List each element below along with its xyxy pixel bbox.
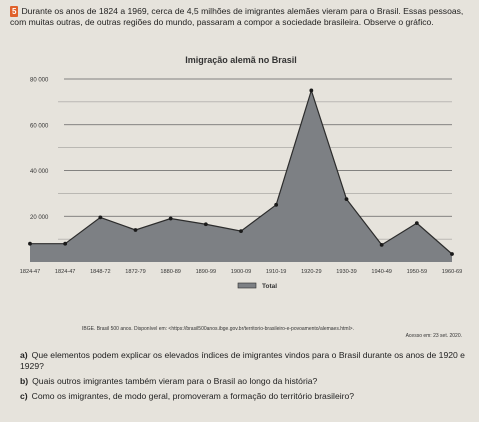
source-text: IBGE. Brasil 500 anos. Disponível em: <h… (82, 326, 354, 332)
x-tick-label: 1960-69 (442, 269, 462, 275)
x-tick-label: 1930-39 (336, 269, 357, 275)
exercise-intro-text: Durante os anos de 1824 a 1969, cerca de… (10, 6, 464, 27)
chart-title: Imigração alemã no Brasil (185, 55, 297, 65)
data-point (168, 216, 173, 221)
question-letter: b) (20, 376, 29, 386)
x-tick-label: 1880-89 (160, 269, 181, 275)
data-point (379, 242, 384, 247)
data-point (63, 241, 68, 246)
chart-container: Imigração alemã no Brasil 80 000 60 000 40 … (20, 50, 463, 298)
exercise-number-badge: 5 (10, 6, 19, 17)
x-tick-label: 1824-47 (20, 269, 40, 275)
immigration-chart: Imigração alemã no Brasil 80 000 60 000 40 … (20, 55, 463, 290)
x-tick-label: 1950-59 (407, 269, 428, 275)
y-tick-label: 80 000 (30, 78, 49, 84)
data-point (274, 202, 279, 207)
data-point (28, 241, 32, 246)
question-b: b) Quais outros imigrantes também vieram … (20, 376, 470, 387)
question-text: Quais outros imigrantes também vieram pa… (32, 376, 318, 386)
legend-label: Total (262, 283, 277, 290)
x-tick-label: 1900-09 (231, 269, 252, 275)
questions-list: a) Que elementos podem explicar os elevad… (20, 350, 470, 406)
data-point (133, 228, 138, 232)
question-c: c) Como os imigrantes, de modo geral, pro… (20, 391, 470, 402)
data-point (414, 221, 419, 226)
data-point (344, 197, 349, 201)
question-a: a) Que elementos podem explicar os elevad… (20, 350, 470, 372)
series-area-total (30, 90, 452, 262)
legend-swatch (237, 282, 257, 289)
x-tick-label: 1824-47 (55, 269, 76, 275)
data-point (98, 215, 103, 220)
x-tick-label: 1890-99 (196, 269, 217, 275)
x-tick-label: 1920-29 (301, 269, 322, 275)
x-tick-label: 1940-49 (371, 269, 392, 275)
question-letter: a) (20, 350, 28, 360)
data-point (203, 222, 208, 227)
y-tick-label: 60 000 (30, 123, 49, 129)
x-tick-label: 1848-72 (90, 269, 111, 275)
data-point (239, 229, 243, 234)
question-text: Como os imigrantes, de modo geral, promo… (31, 391, 355, 401)
y-tick-label: 20 000 (30, 215, 49, 221)
x-tick-label: 1872-79 (125, 269, 146, 275)
data-point (450, 252, 454, 256)
x-tick-label: 1910-19 (266, 269, 287, 275)
source-access-date: Acesso em: 23 set. 2020. (405, 333, 462, 339)
question-text: Que elementos podem explicar os elevados… (20, 350, 465, 371)
y-tick-label: 40 000 (30, 169, 49, 175)
question-letter: c) (20, 391, 28, 401)
source-citation: IBGE. Brasil 500 anos. Disponível em: <h… (82, 326, 462, 340)
exercise-intro: 5 Durante os anos de 1824 a 1969, cerca d… (10, 6, 472, 28)
data-point (309, 88, 314, 93)
